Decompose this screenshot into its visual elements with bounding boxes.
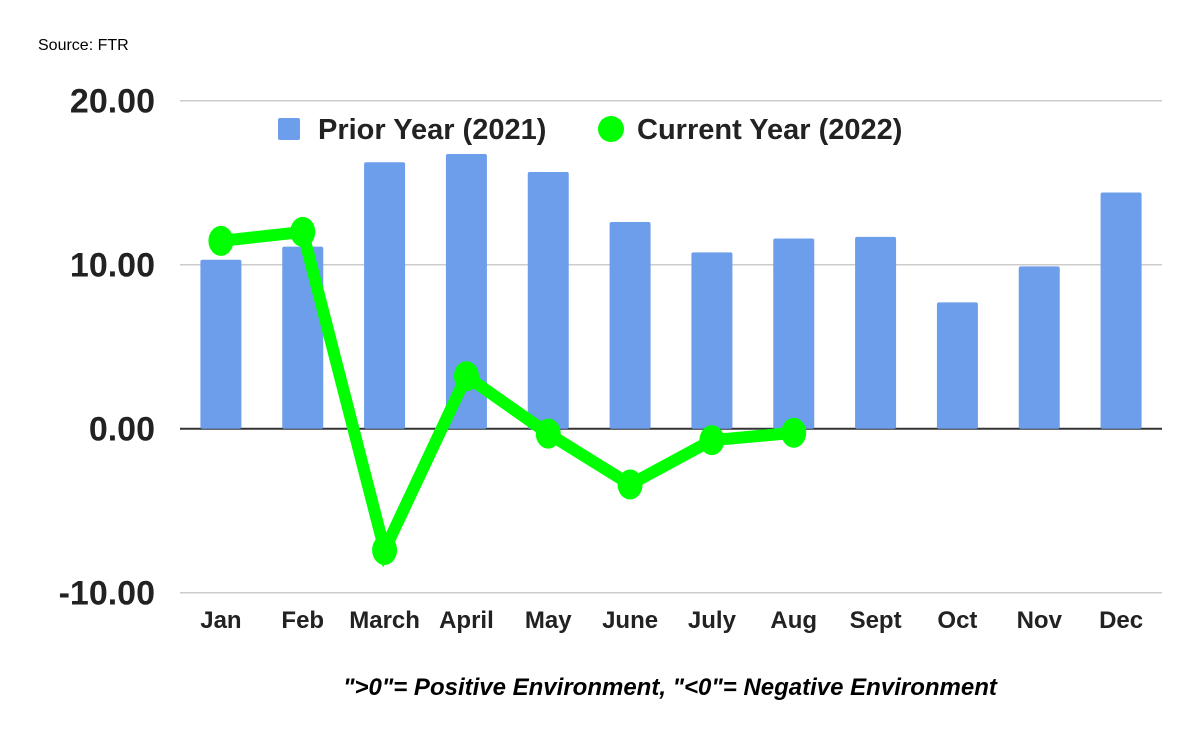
bar bbox=[936, 302, 978, 429]
bar bbox=[609, 222, 651, 429]
line-point bbox=[208, 225, 234, 256]
line-point bbox=[617, 469, 643, 500]
x-tick-label: Feb bbox=[281, 607, 324, 634]
bar bbox=[855, 236, 897, 429]
x-tick-label: June bbox=[602, 607, 658, 634]
bar bbox=[364, 162, 406, 429]
x-tick-label: July bbox=[688, 607, 737, 634]
x-tick-label: Oct bbox=[937, 607, 977, 634]
legend-swatch-prior bbox=[278, 118, 300, 140]
x-tick-label: March bbox=[349, 607, 420, 634]
x-tick-label: May bbox=[525, 607, 572, 634]
bar bbox=[773, 238, 815, 429]
bar bbox=[445, 154, 487, 429]
x-tick-label: April bbox=[439, 607, 494, 634]
x-tick-label: Sept bbox=[850, 607, 902, 634]
legend-label-current: Current Year (2022) bbox=[637, 114, 902, 146]
bar bbox=[200, 259, 242, 429]
line-series bbox=[220, 225, 795, 568]
legend-swatch-current bbox=[598, 116, 624, 142]
legend-label-prior: Prior Year (2021) bbox=[318, 114, 546, 146]
y-tick-label: -10.00 bbox=[59, 575, 155, 613]
line-point bbox=[781, 417, 807, 448]
bar bbox=[527, 172, 569, 429]
line-point bbox=[290, 216, 316, 247]
x-tick-label: Aug bbox=[770, 607, 817, 634]
y-tick-label: 20.00 bbox=[70, 83, 155, 121]
x-tick-label: Jan bbox=[200, 607, 241, 634]
line-point bbox=[699, 425, 725, 456]
legend: Prior Year (2021) Current Year (2022) bbox=[278, 114, 902, 146]
source-label: Source: FTR bbox=[38, 37, 129, 54]
line-point bbox=[535, 418, 561, 449]
footnote: ">0"= Positive Environment, "<0"= Negati… bbox=[343, 674, 997, 701]
bar bbox=[691, 252, 733, 429]
bar bbox=[1100, 192, 1142, 429]
y-tick-label: 0.00 bbox=[89, 411, 155, 449]
bar bbox=[1018, 266, 1060, 429]
y-tick-label: 10.00 bbox=[70, 247, 155, 285]
line-point bbox=[453, 361, 479, 392]
line-point bbox=[372, 535, 398, 566]
x-tick-label: Nov bbox=[1017, 607, 1063, 634]
x-tick-label: Dec bbox=[1099, 607, 1143, 634]
